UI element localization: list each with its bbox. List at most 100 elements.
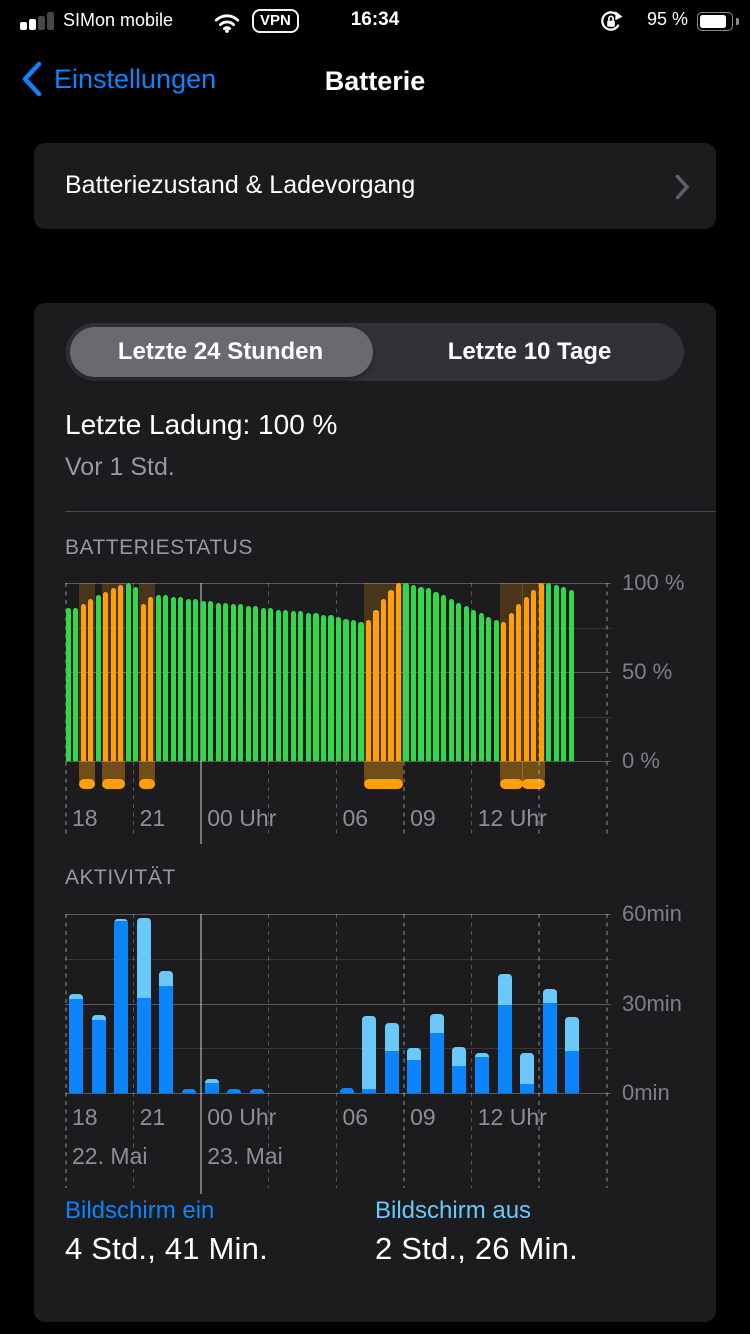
activity-bar-screen-off-segment [204,1078,219,1084]
date-label: 22. Mai [72,1143,148,1169]
charging-indicator-pill [139,779,155,789]
battery-icon-cap [736,17,739,25]
activity-chart[interactable]: 60min 30min 0min 18 21 00 Uhr 06 09 12 Uhr 22. Ma… [65,901,685,1194]
charging-indicator-pill [522,779,546,789]
activity-bar [362,1016,377,1093]
battery-percent-label: 95 % [646,9,688,29]
battery-bar [290,611,296,761]
activity-bar [136,918,151,1093]
battery-bar [110,588,116,761]
battery-chart-title: BATTERIESTATUS [65,536,253,559]
y-axis-label: 30min [622,990,682,1016]
gridline [65,958,611,960]
charging-indicator-pill [101,779,125,789]
date-label: 23. Mai [207,1143,283,1169]
battery-bar [245,606,251,761]
battery-bar [501,622,507,761]
battery-bar [441,595,447,761]
battery-bar [103,591,109,761]
activity-bar [429,1013,444,1093]
activity-bar-screen-off-segment [565,1016,580,1052]
activity-bar [475,1052,490,1093]
x-axis-label: 18 [72,1104,98,1130]
y-axis-label: 50 % [622,659,673,684]
battery-bar [328,615,334,761]
battery-bar [448,599,454,761]
charging-indicator-stub [101,761,125,782]
x-axis-label: 06 [342,805,369,831]
battery-bar [275,609,281,761]
charging-indicator-stub [522,761,546,782]
chevron-right-icon [675,174,689,200]
last-charge-title: Letzte Ladung: 100 % [65,409,338,440]
battery-level-chart[interactable]: 100 % 50 % 0 % 18 21 00 Uhr 06 09 12 Uhr [65,570,685,873]
activity-bar-screen-off-segment [69,993,84,999]
battery-bar [546,583,552,761]
screen-off-value: 2 Std., 26 Min. [375,1231,578,1266]
battery-bar [365,620,372,761]
signal-bar [20,22,27,30]
gridline [65,914,611,915]
tab-last-10-days[interactable]: Letzte 10 Tage [447,338,612,365]
battery-bar [298,611,304,761]
x-axis-label: 12 Uhr [477,805,547,831]
activity-bar-screen-off-segment [475,1052,490,1058]
charging-indicator-stub [364,761,403,782]
battery-bar [373,609,379,761]
battery-bar [260,607,266,761]
battery-bar [313,613,319,761]
x-axis-label: 09 [410,1104,436,1130]
x-axis-label: 06 [342,1104,369,1130]
activity-bar-screen-off-segment [429,1013,444,1034]
battery-bar [305,613,311,761]
gridline [65,761,611,762]
y-axis-label: 0min [622,1080,670,1105]
activity-bar-screen-off-segment [384,1022,399,1052]
screen-off-label: Bildschirm aus [375,1197,532,1224]
back-button[interactable]: Einstellungen [20,60,216,98]
battery-bar [456,602,462,761]
back-button-label: Einstellungen [54,63,217,94]
battery-health-row[interactable]: Batteriezustand & Ladevorgang [34,143,716,229]
battery-bar [163,595,169,761]
battery-bar [335,616,342,761]
last-charge-subtitle: Vor 1 Std. [65,453,175,481]
x-axis-label: 00 Uhr [207,805,277,831]
battery-bar [471,609,477,761]
charging-indicator-pill [364,779,403,789]
battery-bar [538,583,544,761]
gridline [65,1093,611,1094]
vpn-badge: VPN [252,9,299,33]
gridline [335,914,337,1188]
battery-bar [170,597,176,761]
battery-bar [320,615,327,761]
battery-bar [193,599,199,761]
status-time: 16:34 [350,9,400,30]
battery-bar [200,600,206,761]
battery-bar [148,597,154,761]
charging-indicator-pill [499,779,523,789]
gridline [200,914,202,1194]
charging-indicator-pill [79,779,95,789]
tab-last-24-hours[interactable]: Letzte 24 Stunden [117,338,324,365]
battery-bar [65,607,71,761]
gridline [470,914,473,1188]
y-axis-label: 60min [622,901,682,926]
battery-bar [283,609,289,761]
battery-bar [380,599,387,761]
activity-bar [452,1046,467,1093]
time-range-segmented-control[interactable]: Letzte 24 Stunden Letzte 10 Tage [66,323,684,381]
battery-usage-card: Letzte 24 Stunden Letzte 10 Tage Letzte … [34,303,716,1322]
activity-bar [249,1088,264,1093]
battery-bar [553,584,559,761]
activity-bar-screen-off-segment [159,970,174,986]
y-axis-label: 0 % [622,748,660,773]
x-axis-label: 21 [139,1104,166,1130]
activity-chart-title: AKTIVITÄT [65,866,176,889]
battery-bar [118,584,124,761]
battery-bar [531,590,537,761]
battery-bar [433,591,439,761]
activity-bar-screen-off-segment [91,1015,106,1020]
activity-bar [227,1088,242,1093]
